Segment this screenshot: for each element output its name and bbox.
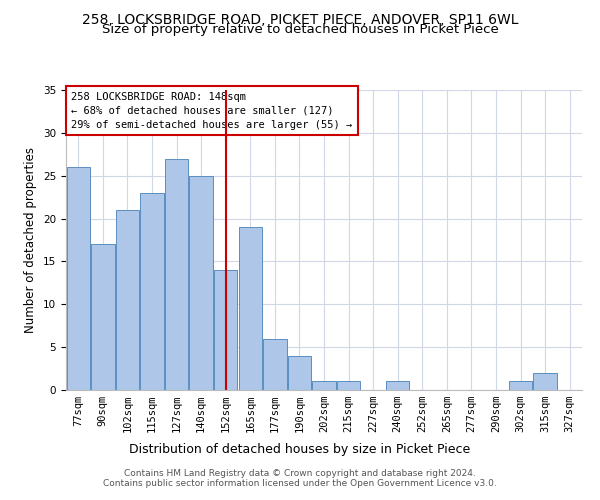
Bar (313, 382, 335, 390)
Bar (288, 356, 311, 390)
Bar (337, 382, 360, 390)
Bar (509, 382, 532, 390)
Text: Contains public sector information licensed under the Open Government Licence v3: Contains public sector information licen… (103, 478, 497, 488)
Bar (67, 167, 90, 390)
Bar (239, 227, 262, 390)
Text: Distribution of detached houses by size in Picket Piece: Distribution of detached houses by size … (130, 442, 470, 456)
Bar (533, 373, 557, 390)
Text: 258, LOCKSBRIDGE ROAD, PICKET PIECE, ANDOVER, SP11 6WL: 258, LOCKSBRIDGE ROAD, PICKET PIECE, AND… (82, 12, 518, 26)
Text: 258 LOCKSBRIDGE ROAD: 148sqm
← 68% of detached houses are smaller (127)
29% of s: 258 LOCKSBRIDGE ROAD: 148sqm ← 68% of de… (71, 92, 352, 130)
Bar (386, 382, 409, 390)
Text: Contains HM Land Registry data © Crown copyright and database right 2024.: Contains HM Land Registry data © Crown c… (124, 468, 476, 477)
Y-axis label: Number of detached properties: Number of detached properties (25, 147, 37, 333)
Bar (165, 158, 188, 390)
Bar (190, 176, 213, 390)
Bar (91, 244, 115, 390)
Text: Size of property relative to detached houses in Picket Piece: Size of property relative to detached ho… (101, 22, 499, 36)
Bar (116, 210, 139, 390)
Bar (214, 270, 238, 390)
Bar (263, 338, 287, 390)
Bar (140, 193, 164, 390)
